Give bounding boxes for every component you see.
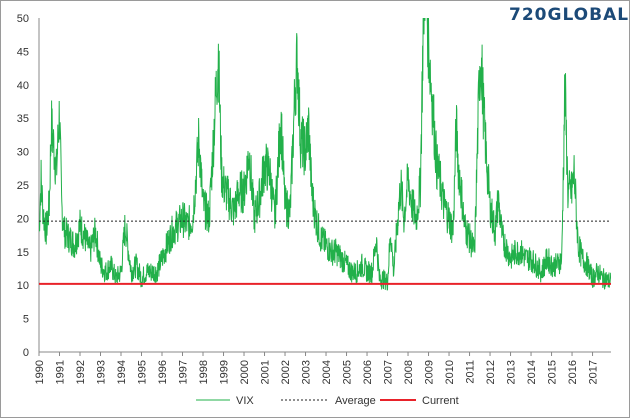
y-tick-label: 35: [17, 113, 29, 125]
y-tick-label: 50: [17, 13, 29, 25]
vix-series-line: [39, 18, 611, 291]
x-tick-label: 1993: [96, 360, 108, 384]
x-tick-label: 1990: [34, 360, 46, 384]
y-tick-label: 10: [17, 280, 29, 292]
x-tick-label: 2000: [239, 360, 251, 384]
x-tick-label: 2004: [321, 360, 333, 384]
x-tick-label: 2011: [465, 360, 477, 384]
y-tick-label: 40: [17, 80, 29, 92]
x-tick-label: 2002: [280, 360, 292, 384]
legend-average-label: Average: [335, 395, 376, 407]
y-tick-label: 45: [17, 46, 29, 58]
x-tick-label: 1992: [75, 360, 87, 384]
x-tick-label: 2003: [301, 360, 313, 384]
x-tick-label: 2008: [403, 360, 415, 384]
x-tick-label: 2007: [383, 360, 395, 384]
x-tick-label: 1997: [178, 360, 190, 384]
y-tick-label: 30: [17, 147, 29, 159]
x-tick-label: 2009: [424, 360, 436, 384]
y-tick-label: 5: [23, 314, 29, 326]
x-tick-label: 1991: [55, 360, 67, 384]
x-tick-label: 1999: [219, 360, 231, 384]
x-tick-label: 1994: [116, 360, 128, 384]
x-tick-label: 2012: [485, 360, 497, 384]
y-tick-label: 0: [23, 347, 29, 359]
x-tick-label: 2013: [506, 360, 518, 384]
y-tick-label: 25: [17, 180, 29, 192]
x-tick-label: 2005: [342, 360, 354, 384]
x-tick-label: 1995: [137, 360, 149, 384]
y-tick-label: 15: [17, 247, 29, 259]
x-tick-label: 2010: [444, 360, 456, 384]
logo-text: 720GLOBAL: [509, 5, 630, 25]
legend-vix-label: VIX: [236, 395, 254, 407]
logo: 720GLOBAL: [509, 5, 628, 27]
x-tick-label: 2015: [547, 360, 559, 384]
x-tick-label: 2014: [526, 360, 538, 384]
legend-current-label: Current: [422, 395, 459, 407]
x-tick-label: 1996: [157, 360, 169, 384]
x-tick-label: 2001: [260, 360, 272, 384]
y-tick-label: 20: [17, 213, 29, 225]
x-tick-label: 1998: [198, 360, 210, 384]
x-tick-label: 2006: [362, 360, 374, 384]
x-tick-label: 2016: [567, 360, 579, 384]
x-tick-label: 2017: [588, 360, 600, 384]
